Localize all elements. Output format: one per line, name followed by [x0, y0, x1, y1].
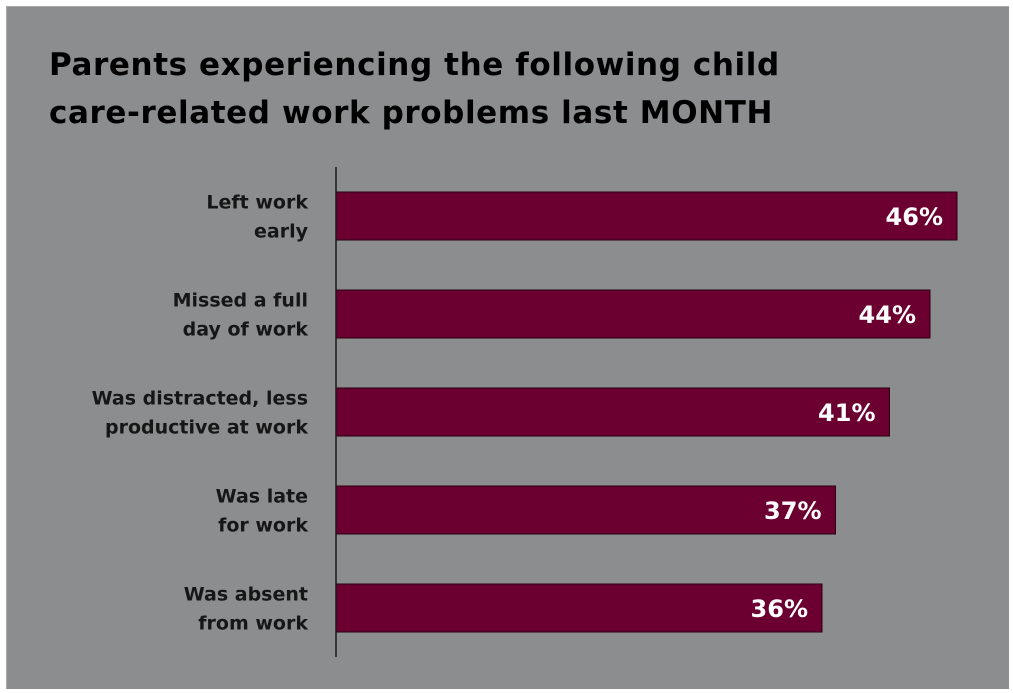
bar-1	[335, 191, 958, 241]
value-label-3: 41%	[818, 399, 875, 427]
chart-title-line-2: care-related work problems last MONTH	[49, 95, 773, 131]
value-label-4: 37%	[764, 497, 821, 525]
value-label-2: 44%	[859, 301, 916, 329]
category-label-2: Missed a full day of work	[173, 290, 309, 341]
value-label-1: 46%	[886, 203, 943, 231]
category-label-3: Was distracted, less productive at work	[92, 388, 309, 439]
bar-4	[335, 485, 836, 535]
bar-2	[335, 289, 931, 339]
category-label-1: Left work early	[206, 192, 308, 243]
chart-title: Parents experiencing the following child…	[49, 41, 969, 137]
category-label-5: Was absent from work	[184, 584, 309, 635]
category-label-4: Was late for work	[216, 486, 309, 537]
chart-title-line-1: Parents experiencing the following child	[49, 47, 780, 83]
value-label-5: 36%	[751, 595, 808, 623]
bar-3	[335, 387, 890, 437]
chart-panel: Parents experiencing the following child…	[6, 6, 1009, 689]
bar-5	[335, 583, 823, 633]
